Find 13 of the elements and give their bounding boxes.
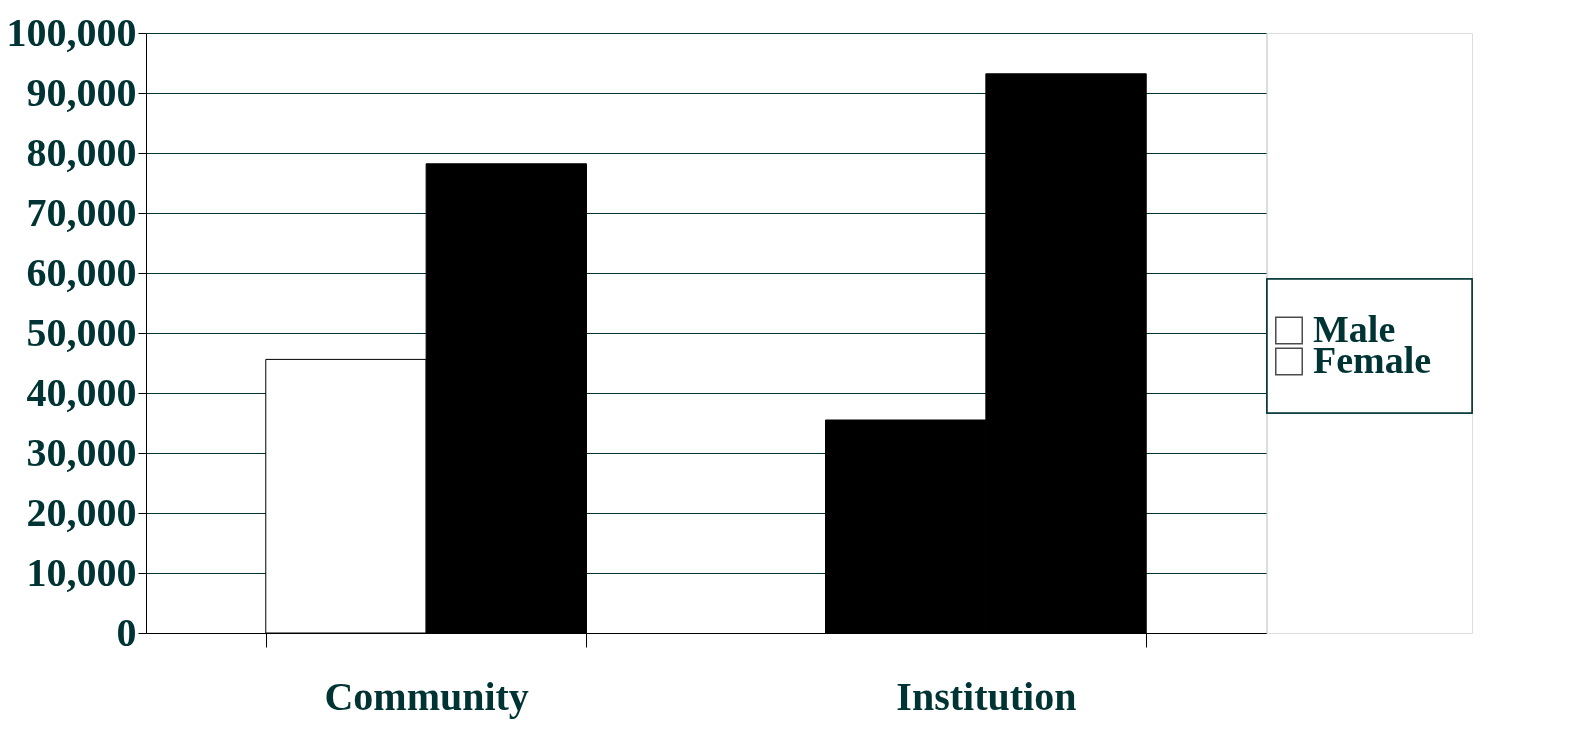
y-tick-label: 100,000 [6, 9, 137, 55]
y-tick-label: 30,000 [26, 429, 137, 475]
x-tick-label: Institution [896, 673, 1077, 719]
y-tick-label: 0 [116, 609, 137, 655]
y-tick-label: 10,000 [26, 549, 137, 595]
y-tick-label: 20,000 [26, 489, 137, 535]
x-tick-label: Community [324, 673, 529, 719]
y-tick-label: 40,000 [26, 369, 137, 415]
y-tick-label: 90,000 [26, 69, 137, 115]
y-tick-label: 70,000 [26, 189, 137, 235]
y-tick-label: 60,000 [26, 249, 137, 295]
y-tick-label: 50,000 [26, 309, 137, 355]
y-tick-label: 80,000 [26, 129, 137, 175]
